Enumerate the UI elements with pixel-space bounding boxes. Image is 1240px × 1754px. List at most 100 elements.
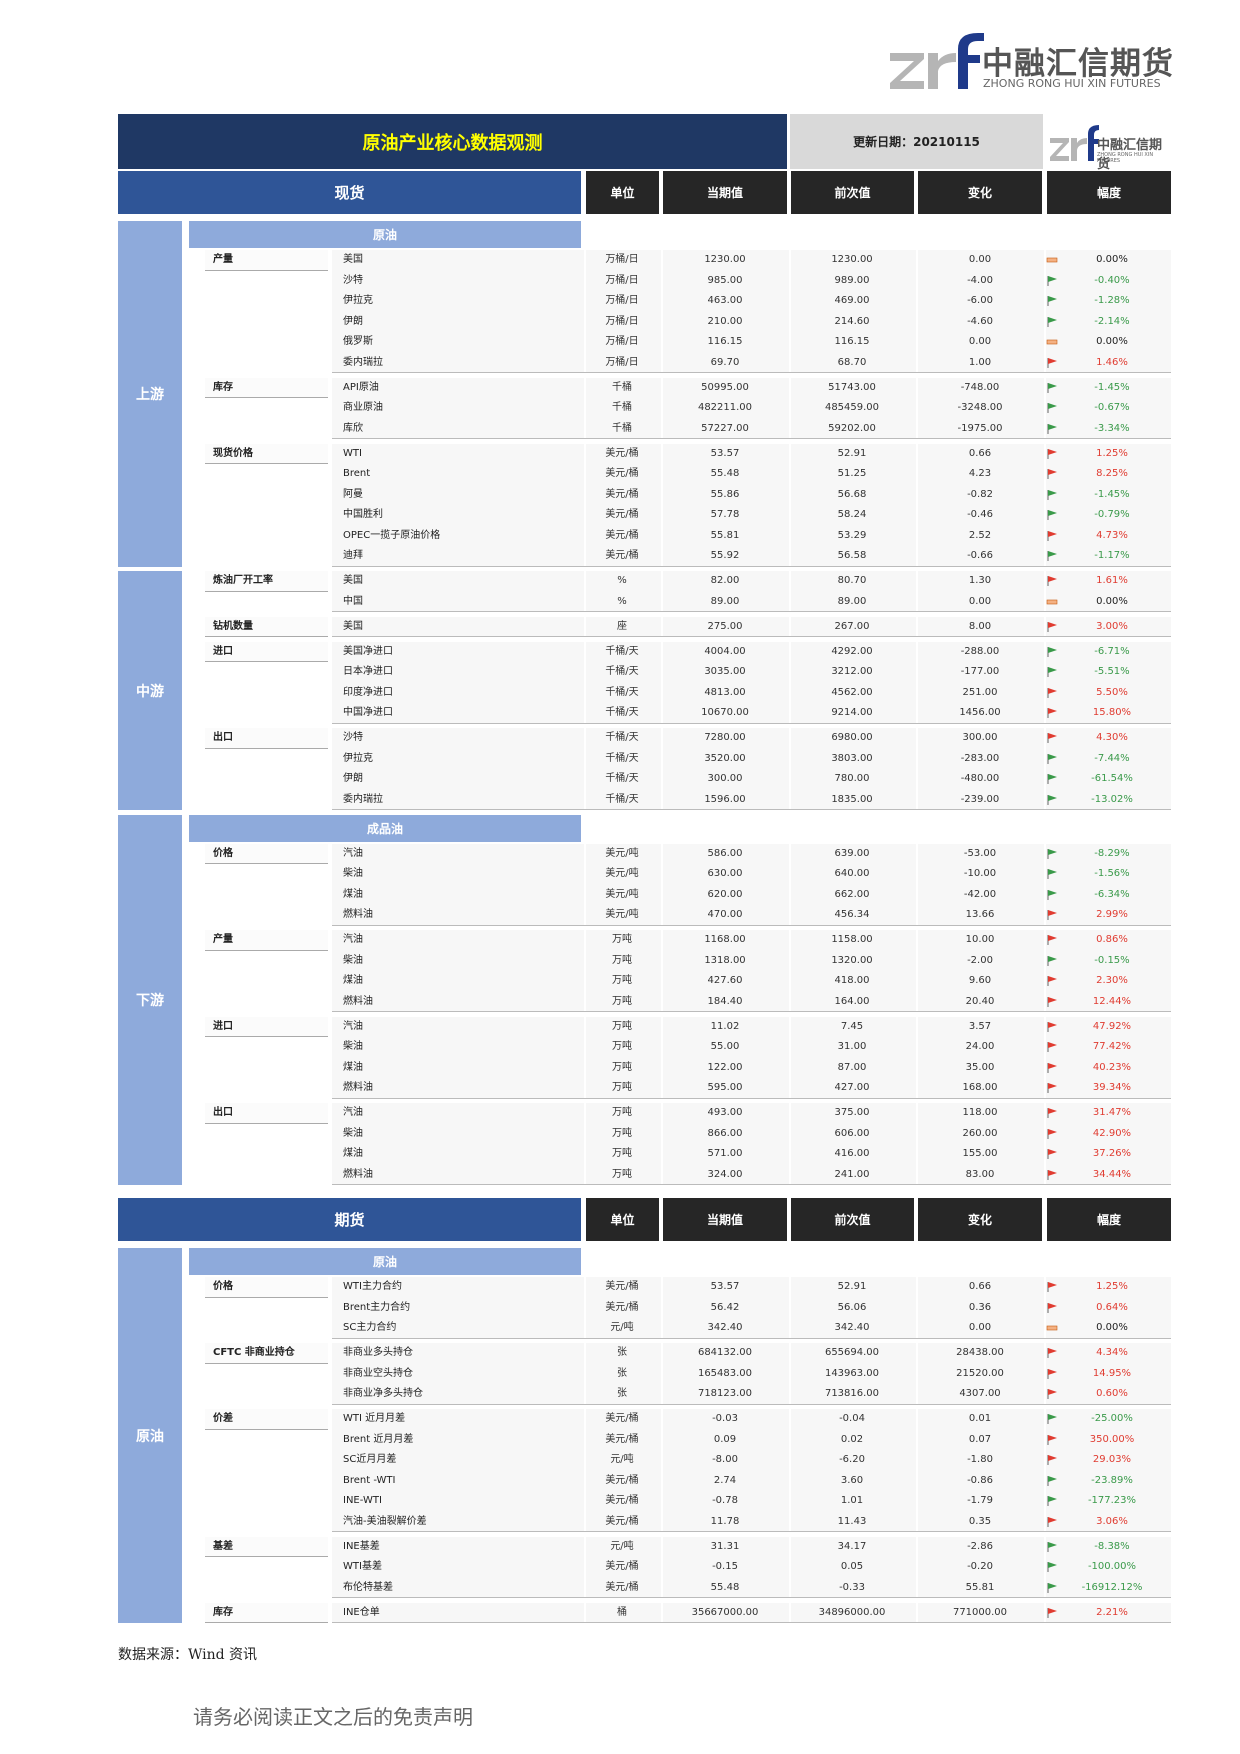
column-separator — [661, 616, 663, 637]
row-item: 中国净进口 — [343, 707, 393, 718]
column-separator — [584, 1343, 586, 1405]
column-separator — [584, 250, 586, 373]
row-value: 0.00 — [968, 595, 992, 607]
trend-flag — [1047, 551, 1057, 561]
column-separator — [584, 1409, 586, 1532]
small-logo: 中融汇信期货 ZHONG RONG HUI XIN FUTURES — [1045, 114, 1171, 172]
trend-flag — [1047, 708, 1057, 718]
row-value: -748.00 — [960, 381, 1000, 393]
trend-flag — [1047, 1607, 1057, 1618]
column-separator — [584, 443, 586, 567]
row-value: 116.15 — [707, 336, 743, 347]
column-separator — [1044, 1536, 1046, 1598]
row-value: -0.78 — [712, 1495, 738, 1506]
group-rule — [332, 1011, 1171, 1012]
row-item: 汽油 — [343, 934, 363, 945]
row-value: 21520.00 — [956, 1367, 1004, 1379]
trend-flag — [1047, 316, 1057, 327]
column-separator — [584, 1536, 586, 1598]
row-item: 煤油 — [343, 888, 363, 900]
group-rule — [332, 1622, 1171, 1623]
column-separator — [661, 1602, 663, 1623]
group-label: 价格 — [205, 843, 328, 864]
row-value: 8.00 — [968, 620, 992, 632]
row-value: 51743.00 — [828, 381, 876, 393]
group-rule — [332, 611, 1171, 612]
group-rule — [332, 1597, 1171, 1598]
row-pct: 0.00% — [1096, 336, 1128, 347]
row-value: 1.01 — [840, 1495, 864, 1506]
row-unit: 美元/桶 — [605, 529, 639, 541]
trend-flag — [1047, 1062, 1057, 1073]
row-value: 10670.00 — [701, 707, 749, 718]
row-value: 9.60 — [968, 975, 992, 986]
row-item: 柴油 — [343, 954, 363, 966]
row-unit: 千桶/天 — [605, 732, 639, 743]
row-unit: 万吨 — [612, 1107, 632, 1118]
row-pct: -6.34% — [1094, 888, 1130, 900]
row-value: -0.03 — [712, 1413, 738, 1424]
row-pct: 0.00% — [1096, 595, 1128, 607]
row-unit: 万吨 — [612, 1082, 632, 1093]
row-value: 620.00 — [707, 888, 743, 900]
row-value: 56.68 — [837, 488, 867, 500]
group-bg — [332, 930, 1171, 1012]
column-separator — [661, 571, 663, 612]
row-value: 463.00 — [707, 295, 743, 306]
column-separator — [1044, 641, 1046, 724]
trend-flag — [1046, 257, 1058, 263]
group-rule — [332, 1184, 1171, 1185]
row-value: -0.86 — [967, 1474, 993, 1486]
row-value: 3212.00 — [831, 666, 873, 677]
group-bg — [332, 377, 1171, 439]
trend-flag — [1047, 733, 1057, 743]
stage-label: 中游 — [118, 571, 182, 810]
group-bg — [332, 571, 1171, 612]
row-value: 7280.00 — [704, 732, 746, 743]
row-value: 989.00 — [834, 274, 870, 286]
row-value: 300.00 — [962, 732, 998, 743]
row-unit: 张 — [617, 1367, 627, 1379]
row-value: -480.00 — [960, 773, 1000, 784]
row-pct: -1.17% — [1094, 550, 1130, 561]
row-value: 3035.00 — [704, 666, 746, 677]
column-separator — [916, 1409, 918, 1532]
row-value: 0.36 — [968, 1301, 992, 1313]
trend-flag — [1047, 1455, 1057, 1465]
column-separator — [916, 616, 918, 637]
data-source: 数据来源：Wind 资讯 — [118, 1647, 258, 1663]
row-item: API原油 — [343, 381, 379, 393]
row-value: 0.00 — [968, 336, 992, 347]
row-value: 0.66 — [968, 1281, 992, 1292]
row-pct: 4.73% — [1096, 529, 1128, 541]
row-value: 1.30 — [968, 575, 992, 586]
row-value: 0.05 — [840, 1561, 864, 1572]
row-item: 柴油 — [343, 1041, 363, 1052]
row-unit: 美元/桶 — [605, 1495, 639, 1506]
row-value: 0.09 — [713, 1433, 737, 1445]
row-pct: -61.54% — [1091, 773, 1133, 784]
row-value: -0.15 — [712, 1561, 738, 1572]
row-item: 中国 — [343, 595, 363, 607]
row-value: 89.00 — [837, 595, 867, 607]
trend-flag — [1047, 1169, 1057, 1180]
row-unit: 万桶/日 — [605, 336, 639, 347]
row-value: 0.66 — [968, 447, 992, 459]
row-value: -1975.00 — [957, 422, 1003, 434]
row-value: 0.07 — [968, 1433, 992, 1445]
trend-flag — [1047, 1582, 1057, 1593]
column-separator — [916, 930, 918, 1012]
row-value: 3.60 — [840, 1474, 864, 1486]
row-value: 469.00 — [834, 295, 870, 306]
row-pct: -1.45% — [1094, 381, 1130, 393]
logo-cn: 中融汇信期货 — [982, 46, 1174, 82]
row-value: 53.29 — [837, 529, 867, 541]
group-bg — [332, 641, 1171, 724]
row-unit: 美元/桶 — [605, 1433, 639, 1445]
row-pct: 34.44% — [1092, 1168, 1132, 1180]
row-value: 52.91 — [837, 1281, 867, 1292]
row-unit: 元/吨 — [610, 1322, 634, 1333]
group-label: 进口 — [205, 641, 328, 662]
row-unit: 万吨 — [612, 975, 632, 986]
